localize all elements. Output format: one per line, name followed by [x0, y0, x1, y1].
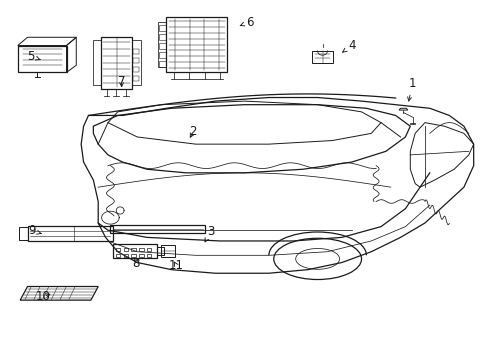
Text: 10: 10: [36, 290, 51, 303]
Text: 11: 11: [168, 259, 183, 272]
Text: 5: 5: [27, 50, 40, 63]
Text: 6: 6: [240, 16, 253, 29]
Text: 9: 9: [29, 224, 41, 238]
Text: 8: 8: [132, 257, 140, 270]
Text: 3: 3: [204, 225, 214, 242]
Text: 1: 1: [407, 77, 416, 101]
Text: 4: 4: [342, 39, 355, 52]
Text: 2: 2: [189, 125, 197, 138]
Text: 7: 7: [118, 75, 125, 88]
